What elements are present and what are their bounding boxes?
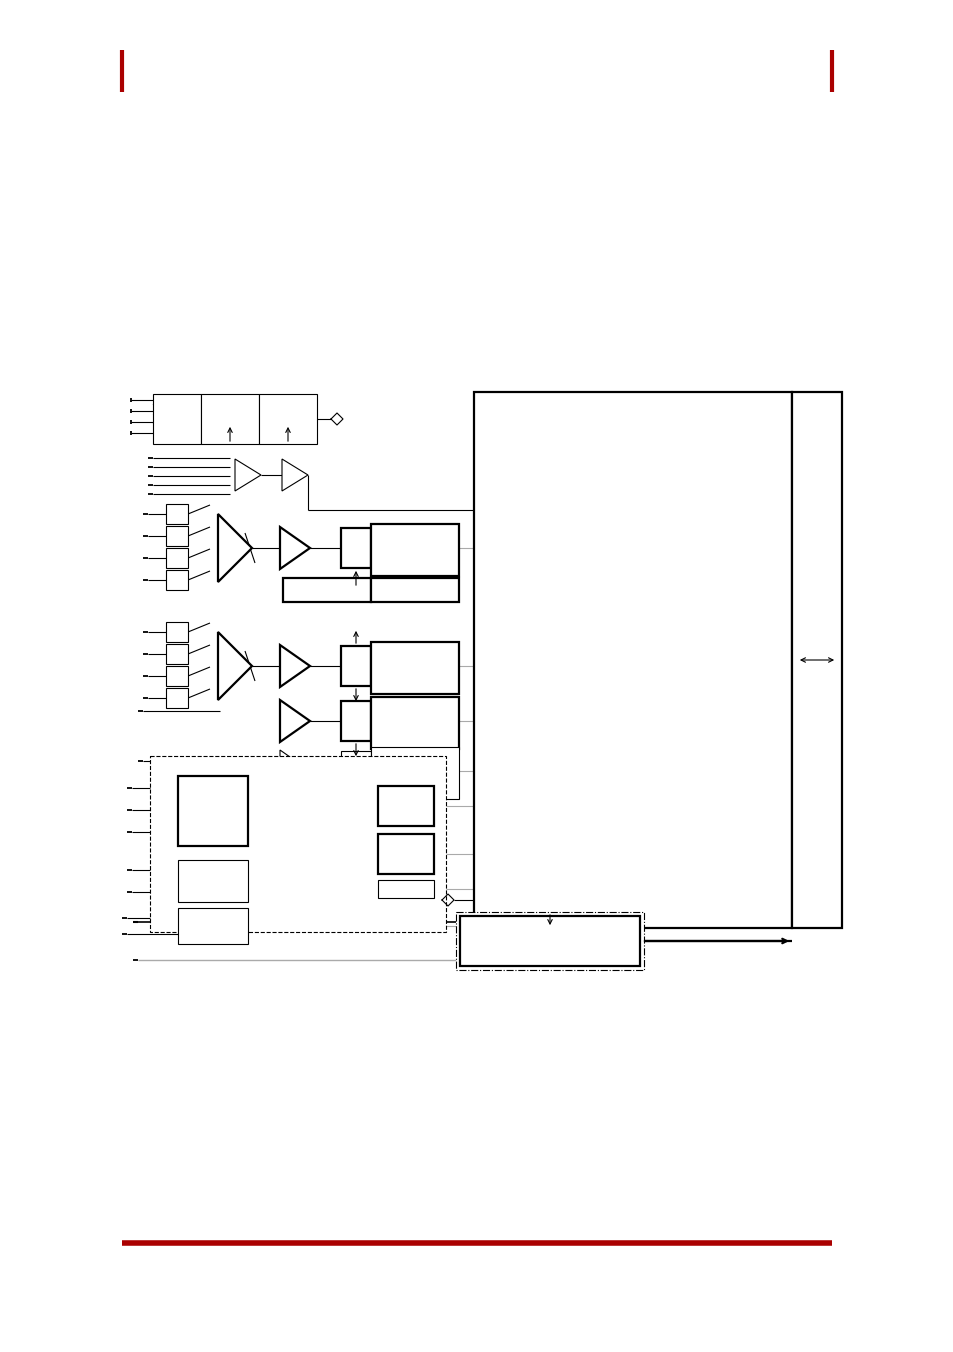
FancyBboxPatch shape [152,393,201,443]
FancyBboxPatch shape [150,756,446,932]
FancyBboxPatch shape [178,860,248,902]
FancyBboxPatch shape [371,525,458,576]
Polygon shape [280,645,310,687]
FancyBboxPatch shape [371,748,458,799]
FancyBboxPatch shape [340,646,371,685]
FancyBboxPatch shape [166,571,188,589]
Polygon shape [280,527,310,569]
FancyBboxPatch shape [258,393,316,443]
FancyBboxPatch shape [377,834,434,873]
FancyBboxPatch shape [166,548,188,568]
FancyBboxPatch shape [166,667,188,685]
FancyBboxPatch shape [377,786,434,826]
Polygon shape [234,458,261,491]
Polygon shape [280,700,310,742]
FancyBboxPatch shape [166,526,188,546]
FancyBboxPatch shape [371,579,458,602]
Polygon shape [218,631,252,700]
FancyBboxPatch shape [459,917,639,965]
FancyBboxPatch shape [178,909,248,944]
Polygon shape [282,458,308,491]
FancyBboxPatch shape [371,698,458,749]
FancyBboxPatch shape [166,644,188,664]
FancyBboxPatch shape [283,579,371,602]
FancyBboxPatch shape [371,642,458,694]
FancyBboxPatch shape [201,393,258,443]
FancyBboxPatch shape [456,913,643,969]
FancyBboxPatch shape [178,776,248,846]
FancyBboxPatch shape [474,392,791,927]
FancyBboxPatch shape [377,880,434,898]
FancyBboxPatch shape [791,392,841,927]
FancyBboxPatch shape [340,529,371,568]
Polygon shape [218,514,252,581]
FancyBboxPatch shape [166,504,188,525]
FancyBboxPatch shape [166,688,188,708]
Polygon shape [280,750,310,792]
FancyBboxPatch shape [340,700,371,741]
FancyBboxPatch shape [166,622,188,642]
FancyBboxPatch shape [340,750,371,791]
